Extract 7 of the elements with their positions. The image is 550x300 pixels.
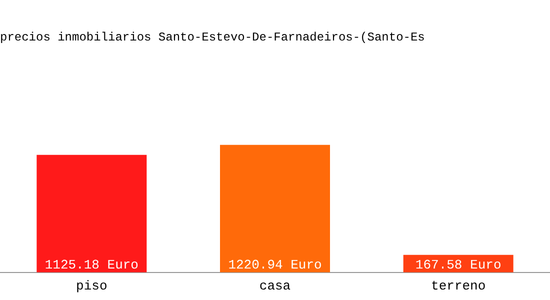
- data-label: 167.58 Euro: [415, 257, 502, 272]
- x-tick-label: piso: [76, 278, 108, 294]
- chart-title: precios inmobiliarios Santo-Estevo-De-Farnadeiros-(Santo-Es: [0, 30, 425, 44]
- data-label: 1125.18 Euro: [44, 257, 138, 272]
- x-tick-label: terreno: [431, 278, 486, 294]
- x-tick-label: casa: [259, 278, 291, 294]
- data-label: 1220.94 Euro: [228, 257, 322, 272]
